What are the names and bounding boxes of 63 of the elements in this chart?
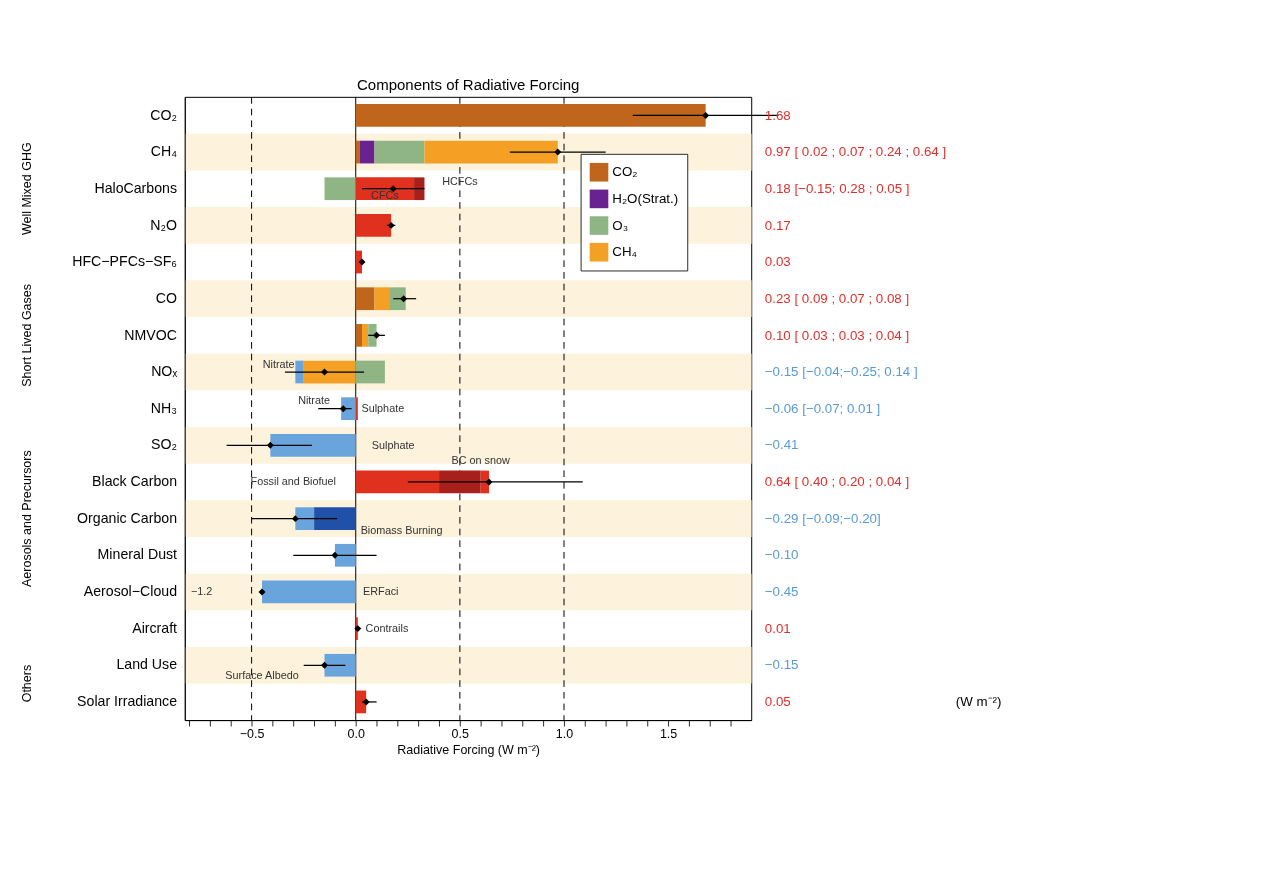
y-tick-label: Organic Carbon	[77, 509, 178, 526]
x-axis-title: Radiative Forcing (W m⁻²)	[397, 742, 540, 757]
legend-label: O₃	[612, 217, 629, 233]
text: Others	[19, 664, 34, 703]
y-tick-label: Land Use	[116, 656, 178, 673]
annotation: Fossil and Biofuel	[250, 475, 336, 488]
y-tick-label: Mineral Dust	[97, 546, 178, 563]
y-tick-label: Black Carbon	[92, 473, 178, 490]
y-tick-label: CO	[155, 289, 178, 306]
legend-label: H₂O(Strat.)	[612, 191, 679, 207]
x-tick-label: 1.0	[555, 727, 574, 742]
text: 0.10 [ 0.03 ; 0.03 ; 0.04 ]	[764, 327, 910, 343]
chart-title: Components of Radiative Forcing	[357, 75, 580, 93]
legend-label: CO₂	[612, 164, 638, 180]
text: −0.41	[764, 437, 799, 453]
annotation: CFCs	[371, 188, 400, 201]
legend-label: CH₄	[612, 244, 638, 260]
annotation: Nitrate	[262, 357, 295, 370]
annotation: ERFaci	[362, 585, 399, 598]
y-tick-label: HFC−PFCs−SF₆	[72, 253, 178, 270]
y-tick-label: SO₂	[151, 436, 178, 453]
x-tick-label: −0.5	[239, 727, 265, 742]
y-tick-label: N₂O	[150, 216, 178, 233]
text: −0.15	[764, 657, 799, 673]
text: 0.01	[764, 620, 791, 636]
annotation: Contrails	[365, 621, 409, 634]
text: 0.17	[764, 217, 791, 233]
text: −0.15 [−0.04;−0.25; 0.14 ]	[764, 364, 918, 380]
annotation: Nitrate	[298, 393, 331, 406]
text: 0.03	[764, 254, 791, 270]
annotation: Surface Albedo	[225, 669, 299, 682]
x-tick-label: 0.5	[451, 727, 470, 742]
annotation: HCFCs	[442, 174, 479, 187]
annotation: −1.2	[190, 585, 213, 598]
text: −0.10	[764, 547, 799, 563]
annotation: Biomass Burning	[360, 523, 443, 536]
text: 0.23 [ 0.09 ; 0.07 ; 0.08 ]	[764, 290, 910, 306]
text: 0.64 [ 0.40 ; 0.20 ; 0.04 ]	[764, 474, 910, 490]
y-tick-label: HaloCarbons	[94, 179, 178, 196]
text: −0.29 [−0.09;−0.20]	[764, 510, 881, 526]
text: −0.06 [−0.07; 0.01 ]	[764, 400, 881, 416]
text: Aerosols and Precursors	[19, 450, 34, 587]
text: 0.18 [−0.15; 0.28 ; 0.05 ]	[764, 180, 910, 196]
y-tick-label: Solar Irradiance	[77, 693, 178, 710]
text: −0.45	[764, 584, 799, 600]
text: 0.05	[764, 694, 791, 710]
x-tick-label: 1.5	[659, 727, 678, 742]
y-tick-label: Aerosol−Cloud	[83, 583, 178, 600]
annotation: BC on snow	[451, 454, 511, 467]
y-tick-label: NH₃	[150, 399, 178, 416]
text: Well Mixed GHG	[19, 142, 34, 236]
annotation: Sulphate	[361, 402, 405, 414]
y-tick-label: CO₂	[150, 106, 178, 123]
text: 0.97 [ 0.02 ; 0.07 ; 0.24 ; 0.64 ]	[764, 144, 947, 160]
y-tick-label: NOₓ	[151, 363, 178, 380]
y-tick-label: NMVOC	[124, 326, 178, 343]
y-tick-label: CH₄	[150, 143, 178, 160]
annotation: Sulphate	[371, 438, 415, 451]
y-tick-label: Aircraft	[132, 619, 178, 636]
text: Short Lived Gases	[19, 284, 34, 387]
text: (W m⁻²)	[955, 694, 1002, 710]
text: 1.68	[764, 107, 791, 123]
x-tick-label: 0.0	[347, 727, 365, 742]
